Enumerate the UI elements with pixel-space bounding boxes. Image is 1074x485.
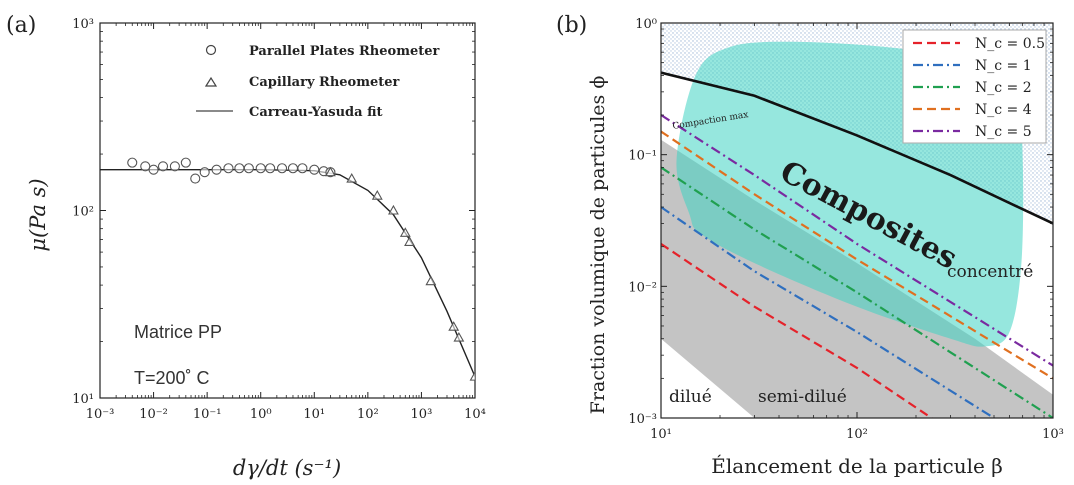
x-tick-label: 10¹	[650, 427, 672, 442]
nc-line-0	[661, 242, 934, 418]
legend-triangle-marker	[204, 76, 218, 87]
y-tick-label: 10⁻²	[628, 280, 657, 295]
panel-a-axes-frame	[99, 22, 476, 399]
panel-a-ticks	[99, 22, 476, 399]
legend-entry: N_c = 2	[975, 80, 1032, 96]
y-tick-label: 10⁻¹	[628, 149, 657, 164]
x-tick-label: 10⁴	[464, 407, 486, 422]
x-tick-label: 10¹	[303, 407, 325, 422]
x-tick-label: 10⁻³	[86, 407, 115, 422]
annotation-matrice-pp: Matrice PP	[134, 322, 222, 342]
data-point-circle	[157, 161, 169, 172]
carreau-yasuda-fit-line	[100, 169, 475, 377]
data-point-triangle	[324, 166, 336, 177]
y-tick-label: 10³	[72, 17, 94, 32]
data-point-circle	[190, 173, 201, 184]
data-point-circle	[148, 164, 159, 175]
data-point-triangle	[453, 331, 465, 342]
nc-line-3	[661, 130, 1053, 380]
data-point-circle	[180, 157, 191, 168]
compaction-max-line	[661, 71, 1053, 225]
data-point-triangle	[448, 321, 460, 331]
annotation-temperature: T=200˚ C	[134, 368, 210, 388]
capillary-series	[324, 166, 475, 381]
nc-line-4	[661, 114, 1053, 367]
data-point-circle	[223, 163, 234, 174]
legend-entry: N_c = 0.5	[975, 36, 1045, 52]
panel-b-legend: N_c = 0.5 N_c = 1 N_c = 2 N_c = 4 N_c = 5	[902, 29, 1047, 144]
data-point-triangle	[469, 371, 475, 381]
dilue-label: dilué	[669, 387, 712, 407]
nc-lines	[661, 114, 1053, 418]
panel-b-x-tick-labels: 10¹ 10² 10³	[650, 427, 1064, 442]
legend-circle-marker	[205, 44, 217, 56]
x-tick-label: 10⁰	[250, 407, 272, 422]
panel-b-ticks	[660, 22, 1054, 419]
data-point-circle	[234, 163, 245, 174]
data-point-triangle	[371, 190, 383, 200]
legend-box	[902, 29, 1047, 144]
panel-a-label: (a)	[6, 13, 36, 38]
data-point-triangle	[399, 227, 411, 237]
parallel-plates-series	[127, 157, 336, 184]
legend-entry: N_c = 1	[975, 58, 1032, 74]
legend-entry: N_c = 4	[975, 102, 1032, 118]
x-tick-label: 10⁻¹	[193, 407, 222, 422]
panel-a: (a) 10⁻³ 10⁻² 10⁻¹ 10⁰ 10¹ 10² 10³ 10⁴ 10¹10²10…	[6, 13, 486, 480]
data-point-circle	[297, 163, 308, 174]
data-point-triangle	[387, 204, 399, 215]
semidilue-label: semi-dilué	[758, 387, 847, 407]
nc-line-2	[661, 166, 1053, 418]
data-point-circle	[211, 164, 222, 175]
panel-a-y-tick-labels: 10¹ 10² 10³	[72, 17, 94, 407]
data-point-circle	[140, 161, 151, 172]
panel-a-x-axis-label: dγ/dt (s⁻¹)	[233, 456, 341, 480]
panel-a-x-tick-labels: 10⁻³ 10⁻² 10⁻¹ 10⁰ 10¹ 10² 10³ 10⁴	[86, 407, 486, 422]
y-tick-label: 10⁰	[635, 17, 657, 32]
panel-a-y-axis-label: μ(Pa s)	[26, 178, 50, 251]
data-point-circle	[287, 163, 299, 174]
data-point-circle	[199, 167, 210, 178]
legend-entry: N_c = 5	[975, 124, 1032, 140]
data-point-circle	[255, 163, 266, 174]
data-point-circle	[169, 161, 180, 172]
data-point-triangle	[425, 275, 437, 286]
y-tick-label: 10⁻³	[628, 412, 657, 427]
panel-b-y-axis-label: Fraction volumique de particules ϕ	[587, 76, 609, 415]
data-point-circle	[127, 157, 138, 168]
panel-b-label: (b)	[556, 13, 587, 38]
x-tick-label: 10²	[357, 407, 379, 422]
x-tick-label: 10³	[411, 407, 433, 422]
panel-b-x-axis-label: Élancement de la particule β	[711, 454, 1003, 478]
data-point-circle	[276, 163, 288, 174]
data-point-triangle	[404, 236, 415, 246]
concentre-label: concentré	[947, 262, 1033, 282]
data-point-circle	[309, 164, 320, 175]
x-tick-label: 10³	[1042, 427, 1064, 442]
legend-parallel-plates: Parallel Plates Rheometer	[249, 44, 439, 59]
y-tick-label: 10²	[72, 205, 94, 220]
y-tick-label: 10¹	[72, 392, 94, 407]
x-tick-label: 10²	[846, 427, 868, 442]
x-tick-label: 10⁻²	[139, 407, 168, 422]
legend-capillary: Capillary Rheometer	[249, 75, 400, 90]
data-point-triangle	[346, 172, 358, 183]
panel-a-legend: Parallel Plates Rheometer Capillary Rheo…	[196, 44, 439, 120]
legend-carreau-yasuda: Carreau-Yasuda fit	[249, 105, 383, 120]
data-point-circle	[265, 163, 276, 174]
data-point-circle	[243, 163, 254, 174]
panel-b-y-tick-labels: 10⁰ 10⁻¹ 10⁻² 10⁻³	[628, 17, 657, 427]
